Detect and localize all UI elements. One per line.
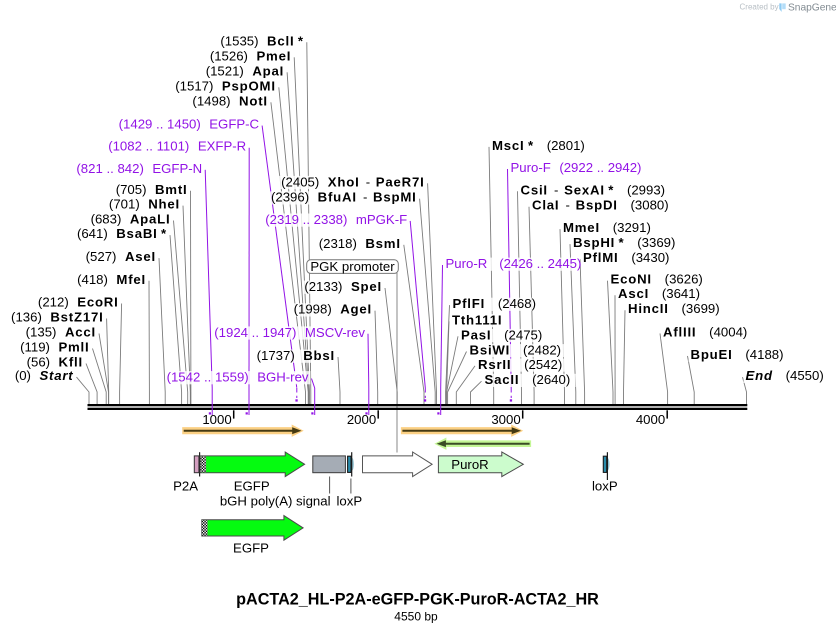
- svg-text:(1498)NotI: (1498) NotI: [192, 93, 267, 108]
- svg-text:(2318)BsmI: (2318) BsmI: [319, 236, 401, 251]
- svg-text:HincII(3699): HincII (3699): [628, 301, 720, 316]
- svg-text:loxP: loxP: [336, 494, 362, 509]
- svg-text:2000: 2000: [347, 412, 376, 427]
- svg-text:(2405)XhoI - PaeR7I: (2405) XhoI - PaeR7I: [281, 174, 424, 189]
- svg-text:RsrII(2542): RsrII (2542): [478, 357, 562, 372]
- svg-text:(1517)PspOMI: (1517) PspOMI: [175, 78, 276, 93]
- svg-text:Puro-R(2426 .. 2445): Puro-R (2426 .. 2445): [446, 256, 582, 271]
- svg-text:(2319 .. 2338)mPGK-F: (2319 .. 2338) mPGK-F: [265, 212, 407, 227]
- svg-text:loxP: loxP: [592, 479, 618, 494]
- svg-text:(1429 .. 1450)EGFP-C: (1429 .. 1450) EGFP-C: [119, 117, 260, 132]
- svg-text:(212)EcoRI: (212) EcoRI: [38, 295, 119, 310]
- svg-text:(527)AseI: (527) AseI: [86, 249, 156, 264]
- svg-text:SacII(2640): SacII (2640): [485, 372, 571, 387]
- svg-text:P2A: P2A: [173, 479, 198, 494]
- svg-text:(136)BstZ17I: (136) BstZ17I: [11, 310, 104, 325]
- svg-text:(821 .. 842)EGFP-N: (821 .. 842) EGFP-N: [76, 161, 202, 176]
- svg-text:EGFP: EGFP: [234, 479, 270, 494]
- svg-text:(1542 .. 1559)BGH-rev: (1542 .. 1559) BGH-rev: [167, 370, 309, 385]
- svg-text:(2396)BfuAI - BspMI: (2396) BfuAI - BspMI: [271, 190, 417, 205]
- svg-text:(641)BsaBI *: (641) BsaBI *: [77, 226, 167, 241]
- svg-text:bGH poly(A) signal: bGH poly(A) signal: [220, 494, 331, 509]
- svg-text:PflMI(3430): PflMI (3430): [583, 250, 669, 265]
- svg-text:(0)Start: (0) Start: [15, 368, 74, 383]
- svg-text:BpuEI(4188): BpuEI (4188): [691, 347, 784, 362]
- svg-text:Puro-F(2922 .. 2942): Puro-F (2922 .. 2942): [511, 160, 642, 175]
- svg-text:4550 bp: 4550 bp: [394, 609, 438, 623]
- svg-text:Created by: Created by: [740, 2, 779, 11]
- svg-text:BspHI *(3369): BspHI * (3369): [573, 235, 675, 250]
- svg-text:MmeI(3291): MmeI (3291): [563, 220, 651, 235]
- svg-text:AscI(3641): AscI (3641): [618, 286, 700, 301]
- svg-text:ClaI - BspDI(3080): ClaI - BspDI (3080): [532, 198, 669, 213]
- svg-text:EGFP: EGFP: [233, 541, 269, 556]
- svg-text:PasI(2475): PasI (2475): [461, 327, 542, 342]
- svg-text:(683)ApaLI: (683) ApaLI: [91, 212, 171, 227]
- svg-text:AflIII(4004): AflIII (4004): [663, 324, 747, 339]
- svg-text:(1082 .. 1101)EXFP-R: (1082 .. 1101) EXFP-R: [108, 139, 246, 154]
- svg-text:EcoNI(3626): EcoNI (3626): [611, 272, 703, 287]
- svg-text:End(4550): End (4550): [746, 368, 824, 383]
- svg-text:3000: 3000: [491, 412, 520, 427]
- svg-text:BsiWI(2482): BsiWI (2482): [470, 343, 562, 358]
- svg-text:SnapGene: SnapGene: [788, 2, 836, 13]
- svg-text:(1924 .. 1947)MSCV-rev: (1924 .. 1947) MSCV-rev: [214, 325, 365, 340]
- svg-text:Tth111I: Tth111I: [452, 312, 502, 327]
- svg-text:1000: 1000: [202, 412, 231, 427]
- svg-text:PuroR: PuroR: [451, 457, 488, 472]
- svg-text:MscI *(2801): MscI * (2801): [492, 138, 585, 153]
- svg-text:pACTA2_HL-P2A-eGFP-PGK-PuroR-A: pACTA2_HL-P2A-eGFP-PGK-PuroR-ACTA2_HR: [236, 591, 599, 609]
- svg-text:PflFI(2468): PflFI (2468): [453, 296, 537, 311]
- svg-text:PGK promoter: PGK promoter: [310, 259, 395, 274]
- svg-text:4000: 4000: [636, 412, 665, 427]
- svg-text:CsiI - SexAI *(2993): CsiI - SexAI * (2993): [521, 182, 666, 197]
